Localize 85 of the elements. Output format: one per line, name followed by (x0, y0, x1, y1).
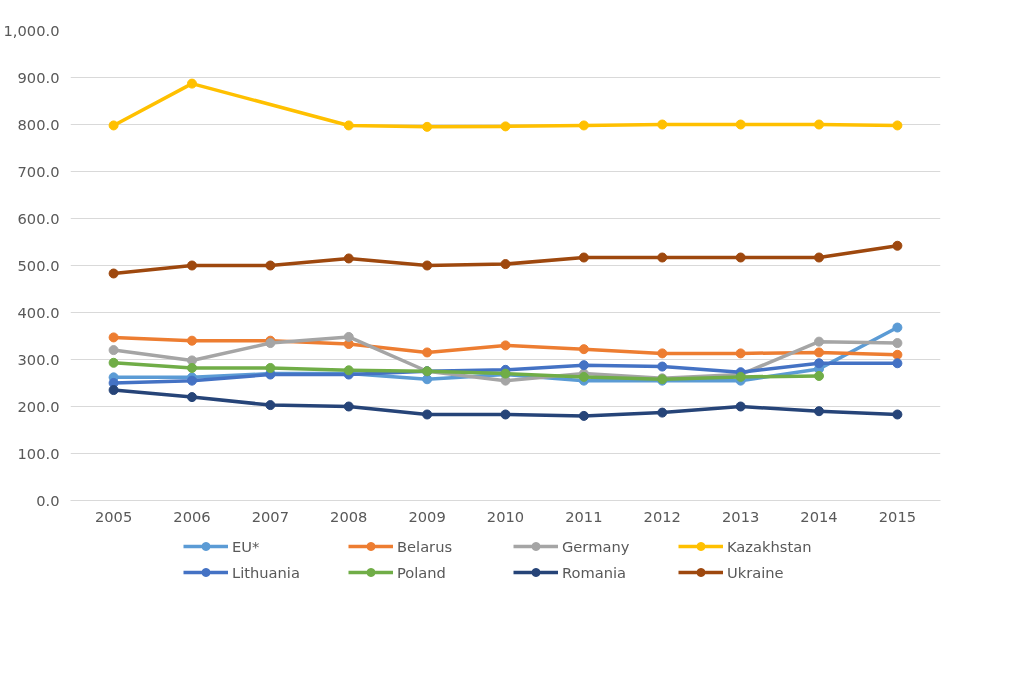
point (735, 119, 746, 130)
legend-label: Belarus (397, 537, 454, 555)
legend-label: EU* (232, 537, 261, 555)
point (422, 121, 433, 132)
point (500, 259, 511, 270)
point (892, 409, 903, 420)
point (422, 347, 433, 358)
y-tick-label: 1,000.0 (3, 21, 60, 39)
point (578, 360, 589, 371)
x-tick-label: 2006 (173, 507, 211, 525)
point (578, 120, 589, 131)
legend-label: Germany (562, 537, 631, 555)
point (108, 345, 119, 356)
point (343, 331, 354, 342)
point (500, 121, 511, 132)
x-tick-label: 2005 (94, 507, 133, 525)
point (814, 347, 825, 358)
y-tick-label: 100.0 (17, 444, 60, 462)
x-tick-label: 2015 (878, 507, 917, 525)
x-tick-label: 2009 (408, 507, 446, 525)
point (186, 362, 197, 373)
point (657, 361, 668, 372)
point (186, 392, 197, 403)
point (892, 120, 903, 131)
point (657, 407, 668, 418)
legend-label: Poland (397, 563, 447, 581)
y-tick-label: 0.0 (36, 491, 60, 509)
point (657, 348, 668, 359)
point (814, 336, 825, 347)
legend-label: Lithuania (232, 563, 301, 581)
point (892, 358, 903, 369)
point (814, 252, 825, 263)
point (186, 260, 197, 271)
point (108, 120, 119, 131)
point (657, 252, 668, 263)
point (735, 252, 746, 263)
point (578, 252, 589, 263)
y-tick-label: 900.0 (17, 68, 60, 86)
point (892, 349, 903, 360)
point (343, 120, 354, 131)
point (814, 358, 825, 369)
point (657, 119, 668, 130)
point (108, 357, 119, 368)
point (735, 401, 746, 412)
x-tick-label: 2007 (251, 507, 290, 525)
point (422, 260, 433, 271)
y-tick-label: 300.0 (17, 350, 60, 368)
y-tick-label: 500.0 (17, 256, 60, 274)
x-tick-label: 2013 (721, 507, 760, 525)
legend-label: Ukraine (727, 563, 785, 581)
legend-label: Kazakhstan (727, 537, 813, 555)
x-tick-label: 2011 (565, 507, 603, 525)
point (735, 348, 746, 359)
legend-label: Romania (562, 563, 628, 581)
point (108, 268, 119, 279)
point (892, 322, 903, 333)
point (422, 374, 433, 385)
point (578, 344, 589, 355)
point (814, 370, 825, 381)
point (108, 332, 119, 343)
x-tick-label: 2012 (643, 507, 681, 525)
point (343, 401, 354, 412)
point (343, 253, 354, 264)
y-tick-label: 700.0 (17, 162, 60, 180)
y-tick-label: 600.0 (17, 209, 60, 227)
y-tick-label: 400.0 (17, 303, 60, 321)
point (500, 340, 511, 351)
point (186, 78, 197, 89)
x-tick-label: 2014 (800, 507, 838, 525)
point (186, 335, 197, 346)
y-tick-label: 200.0 (17, 397, 60, 415)
x-tick-label: 2010 (486, 507, 525, 525)
point (265, 260, 276, 271)
point (892, 338, 903, 349)
point (265, 400, 276, 411)
y-tick-label: 800.0 (17, 115, 60, 133)
point (892, 240, 903, 251)
point (422, 409, 433, 420)
point (814, 119, 825, 130)
point (814, 406, 825, 417)
point (500, 409, 511, 420)
x-tick-label: 2008 (330, 507, 368, 525)
point (578, 410, 589, 421)
point (265, 362, 276, 373)
point (108, 385, 119, 396)
